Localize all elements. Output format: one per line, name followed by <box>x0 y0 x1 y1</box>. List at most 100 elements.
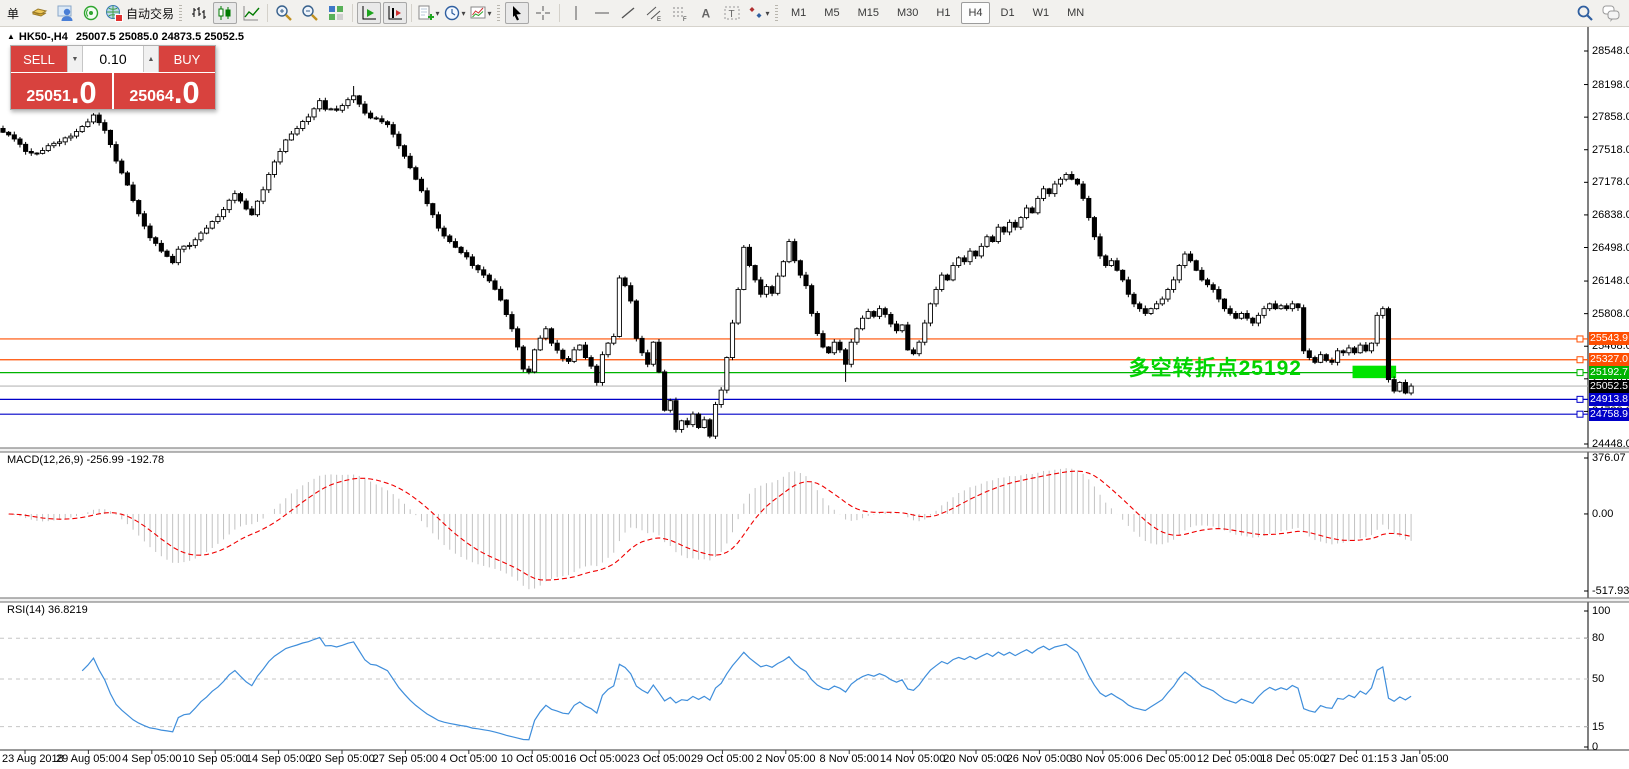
chat-bubbles-icon <box>1602 5 1620 22</box>
zoom-in-button[interactable] <box>272 2 296 24</box>
text-button[interactable]: A <box>694 2 718 24</box>
time-axis-label[interactable]: 23 Oct 05:00 <box>627 753 691 765</box>
time-axis-label[interactable]: 29 Aug 05:00 <box>55 753 121 765</box>
time-axis-label[interactable]: 14 Sep 05:00 <box>245 753 312 765</box>
toolbar-separator <box>411 4 413 22</box>
chart-shift-button[interactable] <box>383 2 408 24</box>
horizontal-line-button[interactable] <box>590 2 614 24</box>
rsi-axis-tick: 50 <box>1592 673 1605 685</box>
arrows-button[interactable]: ▾ <box>746 2 770 24</box>
time-axis-label[interactable]: 20 Nov 05:00 <box>943 753 1009 765</box>
toolbar-separator <box>267 4 269 22</box>
autotrading-label: 自动交易 <box>126 6 175 21</box>
time-axis-label[interactable]: 27 Sep 05:00 <box>372 753 439 765</box>
search-button[interactable] <box>1573 2 1597 24</box>
bar-chart-button[interactable] <box>187 2 211 24</box>
time-axis-label[interactable]: 3 Jan 05:00 <box>1391 753 1449 765</box>
timeframe-toolbar: M1 M5 M15 M30 H1 H4 D1 W1 MN <box>782 2 1093 24</box>
tile-windows-icon <box>329 6 344 20</box>
datacenter-button[interactable] <box>79 2 103 24</box>
time-axis-label[interactable]: 16 Oct 05:00 <box>564 753 628 765</box>
new-chart-button[interactable]: ▾ <box>416 2 440 24</box>
text-label-icon: T <box>724 6 740 20</box>
price-axis-tick: 27858.0 <box>1592 111 1629 124</box>
time-axis-label[interactable]: 14 Nov 05:00 <box>879 753 946 765</box>
ohlc-values: 25007.5 25085.0 24873.5 25052.5 <box>75 31 245 43</box>
time-axis-label[interactable]: 8 Nov 05:00 <box>819 753 879 765</box>
timeframe-mn[interactable]: MN <box>1067 7 1085 19</box>
timeframe-w1[interactable]: W1 <box>1032 7 1050 19</box>
line-chart-button[interactable] <box>239 2 263 24</box>
candlestick-chart-button[interactable] <box>213 2 238 24</box>
time-axis-label[interactable]: 30 Nov 05:00 <box>1070 753 1136 765</box>
profile-button[interactable] <box>53 2 77 24</box>
level-price-label: 24758.9 <box>1589 407 1629 421</box>
macd-indicator-label: MACD(12,26,9) -256.99 -192.78 <box>7 454 165 466</box>
text-label-button[interactable]: T <box>720 2 744 24</box>
volume-decrease-button[interactable]: ▼ <box>67 46 83 72</box>
crosshair-button[interactable] <box>531 2 555 24</box>
sell-price[interactable]: 25051.0 <box>11 73 112 109</box>
time-axis-label[interactable]: 2 Nov 05:00 <box>756 753 816 765</box>
timeframe-m30[interactable]: M30 <box>896 7 919 19</box>
time-axis-label[interactable]: 6 Dec 05:00 <box>1136 753 1196 765</box>
time-axis-label[interactable]: 20 Sep 05:00 <box>309 753 375 765</box>
zoom-out-button[interactable] <box>298 2 322 24</box>
time-axis-label[interactable]: 27 Dec 01:15 <box>1323 753 1390 765</box>
sell-price-main: 25051 <box>26 88 71 105</box>
vertical-line-button[interactable] <box>564 2 588 24</box>
fibonacci-button[interactable]: F <box>668 2 692 24</box>
rsi-axis-tick: 80 <box>1592 632 1605 645</box>
rsi-indicator-label: RSI(14) 36.8219 <box>7 604 88 616</box>
svg-text:E: E <box>657 17 661 22</box>
chevron-down-icon: ▾ <box>435 8 440 18</box>
chat-button[interactable] <box>1599 2 1623 24</box>
profile-icon <box>57 5 73 21</box>
price-axis-tick: 27178.0 <box>1592 176 1629 189</box>
timeframe-h1[interactable]: H1 <box>936 7 951 19</box>
time-axis-label[interactable]: 4 Oct 05:00 <box>440 753 498 765</box>
periods-button[interactable]: ▾ <box>442 2 466 24</box>
timeframe-d1[interactable]: D1 <box>1000 7 1015 19</box>
timeframe-m1[interactable]: M1 <box>791 7 807 19</box>
autoscroll-button[interactable] <box>357 2 382 24</box>
timeframe-h4[interactable]: H4 <box>961 2 990 24</box>
buy-price[interactable]: 25064.0 <box>114 73 215 109</box>
templates-button[interactable]: ▾ <box>468 2 492 24</box>
volume-input[interactable]: 0.10 <box>83 46 143 72</box>
toolbar-grip <box>497 5 501 21</box>
trendline-icon <box>621 7 635 19</box>
autoscroll-icon <box>362 6 377 20</box>
trendline-button[interactable] <box>616 2 640 24</box>
vertical-line-icon <box>575 6 577 20</box>
one-click-trading-panel: SELL ▼ 0.10 ▲ BUY 25051.0 25064.0 <box>10 45 216 110</box>
tile-windows-button[interactable] <box>324 2 348 24</box>
datacenter-icon <box>83 5 99 21</box>
time-axis-label[interactable]: 10 Oct 05:00 <box>500 753 564 765</box>
channel-button[interactable]: E <box>642 2 666 24</box>
time-axis-label[interactable]: 12 Dec 05:00 <box>1196 753 1263 765</box>
chevron-down-icon: ▾ <box>487 8 492 18</box>
sell-button[interactable]: SELL <box>11 46 67 72</box>
time-axis-label[interactable]: 10 Sep 05:00 <box>182 753 248 765</box>
new-chart-icon <box>418 5 434 20</box>
time-axis-label[interactable]: 29 Oct 05:00 <box>690 753 754 765</box>
time-axis-label[interactable]: 4 Sep 05:00 <box>122 753 182 765</box>
autotrading-button[interactable]: 自动交易 <box>105 2 174 24</box>
timeframe-m5[interactable]: M5 <box>824 7 840 19</box>
level-price-label: 25327.0 <box>1589 353 1629 367</box>
trade-history-icon[interactable] <box>27 2 51 24</box>
time-axis-label[interactable]: 18 Dec 05:00 <box>1260 753 1326 765</box>
pivot-annotation: 多空转折点25192 <box>1128 357 1302 380</box>
volume-increase-button[interactable]: ▲ <box>143 46 159 72</box>
new-order-button[interactable]: 单 <box>6 6 19 21</box>
chevron-down-icon: ▾ <box>461 8 466 18</box>
timeframe-m15[interactable]: M15 <box>857 7 879 19</box>
buy-button[interactable]: BUY <box>159 46 215 72</box>
cursor-button[interactable] <box>505 2 530 24</box>
time-axis-label[interactable]: 23 Aug 2018 <box>2 753 64 765</box>
autotrading-globe-icon <box>106 5 123 22</box>
time-axis-label[interactable]: 26 Nov 05:00 <box>1006 753 1073 765</box>
